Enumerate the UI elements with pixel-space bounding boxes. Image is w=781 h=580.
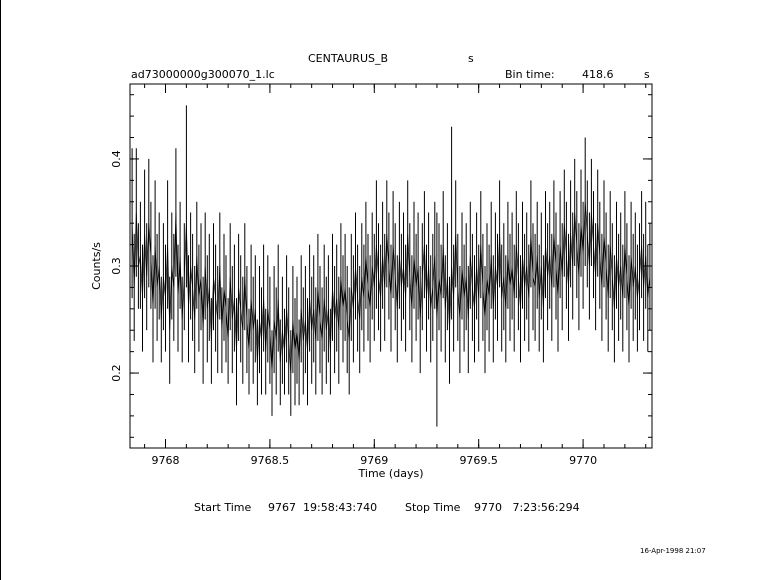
file-name: ad73000000g300070_1.lc <box>131 68 275 81</box>
x-tick-label: 9769 <box>360 454 388 467</box>
y-tick-label: 0.2 <box>110 364 123 382</box>
start-time-value: 9767 19:58:43:740 <box>268 501 378 514</box>
object-name: CENTAURUS_B <box>308 52 389 65</box>
x-tick-label: 9769.5 <box>459 454 498 467</box>
window-left-border <box>0 0 1 580</box>
axis-ticks: 9768 9768.5 9769 9769.5 9770 0.2 0.3 0.4 <box>110 84 652 467</box>
x-tick-label: 9768.5 <box>251 454 290 467</box>
bin-time-value: 418.6 <box>582 68 614 81</box>
bin-time-label: Bin time: <box>505 68 555 81</box>
y-tick-label: 0.4 <box>110 150 123 168</box>
x-tick-label: 9770 <box>569 454 597 467</box>
y-tick-label: 0.3 <box>110 257 123 275</box>
bin-time-unit: s <box>644 68 650 81</box>
object-unit: s <box>468 52 474 65</box>
x-axis-label: Time (days) <box>358 467 424 480</box>
start-time-label: Start Time <box>194 501 252 514</box>
light-curve-series <box>131 105 651 427</box>
plot-timestamp: 16-Apr-1998 21:07 <box>640 547 706 555</box>
stop-time-label: Stop Time <box>405 501 461 514</box>
x-tick-label: 9768 <box>151 454 179 467</box>
y-axis-label: Counts/s <box>90 242 103 290</box>
stop-time-value: 9770 7:23:56:294 <box>474 501 580 514</box>
